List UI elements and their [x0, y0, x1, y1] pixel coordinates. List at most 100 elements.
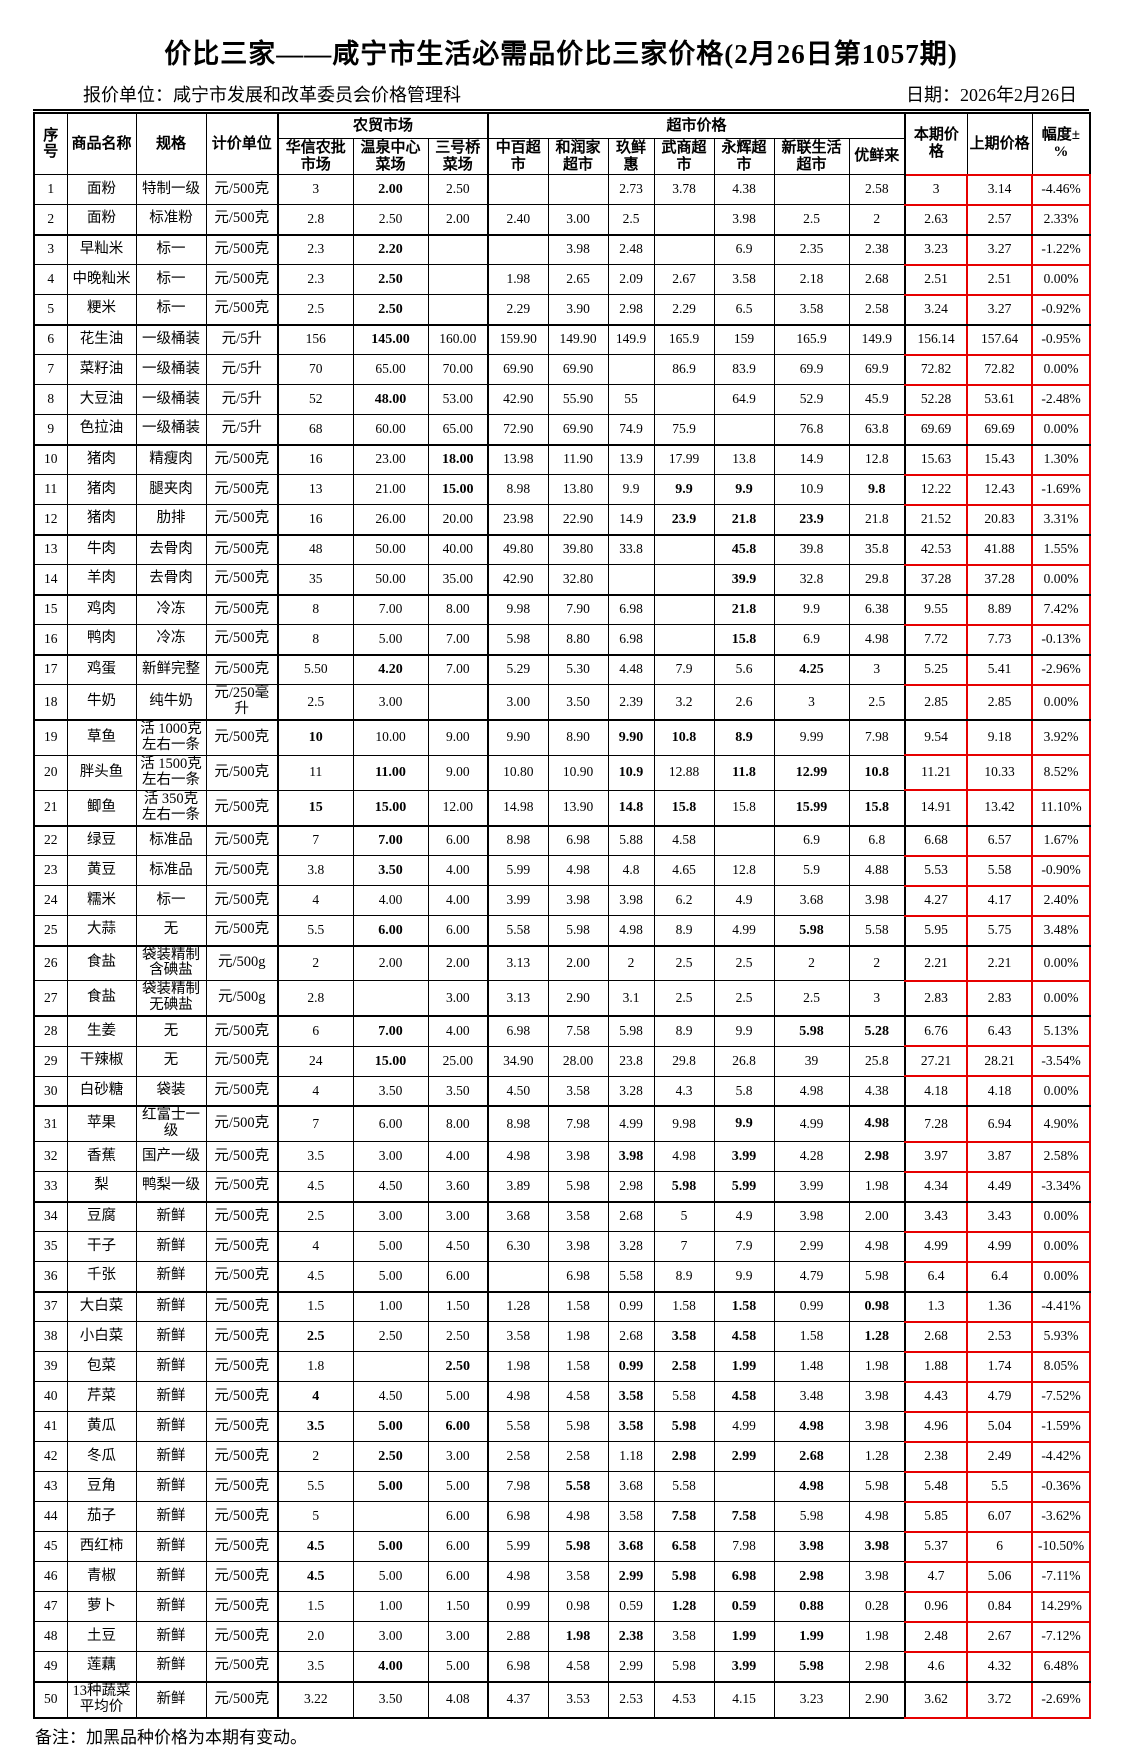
price-wushang: 9.9	[653, 474, 715, 505]
item-unit: 元/500克	[205, 1261, 279, 1293]
price-youxianlai: 5.58	[848, 915, 906, 947]
price-current: 4.18	[904, 1075, 969, 1108]
price-wenquan-market: 23.00	[352, 444, 429, 475]
price-xinlian: 3.99	[773, 1171, 850, 1203]
row-index: 7	[33, 354, 68, 385]
price-change-pct: 0.00%	[1031, 353, 1092, 386]
price-yonghui: 64.9	[713, 384, 775, 415]
price-wenquan-market: 7.00	[352, 594, 429, 625]
item-name: 小白菜	[66, 1321, 137, 1353]
price-youxianlai: 4.98	[848, 624, 906, 656]
price-youxianlai: 2.98	[848, 1651, 906, 1683]
price-huaxin-market: 5.5	[277, 915, 354, 947]
price-yonghui: 6.5	[713, 294, 775, 326]
price-wenquan-market: 2.00	[352, 174, 429, 205]
item-name: 鸡肉	[66, 594, 137, 625]
price-sanhaoqiao-market: 35.00	[427, 564, 489, 596]
price-wushang	[653, 624, 715, 656]
item-unit: 元/500克	[205, 294, 279, 326]
price-previous: 13.42	[966, 789, 1034, 827]
price-previous: 7.73	[966, 623, 1034, 656]
price-youxianlai: 1.98	[848, 1621, 906, 1653]
item-spec: 一级桶装	[135, 414, 207, 446]
price-herunjia: 2.00	[547, 944, 609, 982]
price-yonghui: 5.99	[713, 1171, 775, 1203]
item-spec: 新鲜	[135, 1381, 207, 1413]
price-wushang	[653, 534, 715, 565]
price-wushang	[653, 564, 715, 596]
price-herunjia: 11.90	[547, 444, 609, 475]
price-change-pct: -2.69%	[1031, 1680, 1092, 1719]
price-wushang: 3.58	[653, 1321, 715, 1353]
price-huaxin-market: 2.0	[277, 1621, 354, 1653]
price-sanhaoqiao-market	[427, 683, 489, 721]
item-spec: 一级桶装	[135, 354, 207, 385]
price-xinlian: 5.98	[773, 1015, 850, 1047]
item-unit: 元/500克	[205, 1201, 279, 1233]
price-zhongbai: 10.80	[487, 754, 549, 791]
quote-unit: 报价单位：咸宁市发展和改革委员会价格管理科	[83, 81, 461, 107]
table-row: 10 猪肉 精瘦肉 元/500克 16 23.00 18.00 13.98 11.90 13.9 1…	[33, 443, 1092, 476]
price-herunjia: 2.65	[547, 264, 609, 295]
price-wenquan-market: 6.00	[352, 915, 429, 947]
item-spec: 鸭梨一级	[135, 1171, 207, 1203]
price-wenquan-market: 4.50	[352, 1171, 429, 1203]
price-sanhaoqiao-market: 20.00	[427, 504, 489, 536]
price-current: 21.52	[904, 503, 969, 536]
price-jiuxianhui: 2.99	[607, 1651, 655, 1683]
price-herunjia: 13.80	[547, 474, 609, 505]
price-sanhaoqiao-market: 4.08	[427, 1681, 489, 1718]
price-yonghui	[713, 1471, 775, 1503]
price-current: 42.53	[904, 533, 969, 566]
item-name: 猪肉	[66, 504, 137, 536]
price-jiuxianhui: 2.38	[607, 1621, 655, 1653]
price-zhongbai: 69.90	[487, 354, 549, 385]
price-jiuxianhui: 10.9	[607, 754, 655, 791]
item-unit: 元/500克	[205, 1591, 279, 1623]
price-zhongbai: 4.98	[487, 1561, 549, 1593]
price-yonghui: 3.98	[713, 204, 775, 236]
price-jiuxianhui: 1.18	[607, 1441, 655, 1473]
price-jiuxianhui: 0.99	[607, 1291, 655, 1323]
price-huaxin-market: 24	[277, 1045, 354, 1077]
price-youxianlai: 1.98	[848, 1351, 906, 1383]
price-herunjia: 7.98	[547, 1105, 609, 1143]
item-spec: 袋装精制无碘盐	[135, 980, 207, 1018]
price-xinlian: 4.99	[773, 1105, 850, 1143]
price-zhongbai: 0.99	[487, 1591, 549, 1623]
price-zhongbai: 5.98	[487, 624, 549, 656]
row-index: 30	[33, 1075, 68, 1108]
header-super-herunjia: 和润家超市	[547, 138, 609, 175]
item-name: 生姜	[66, 1015, 137, 1047]
header-spec: 规格	[135, 112, 207, 175]
date-label: 日期：	[906, 85, 960, 105]
price-yonghui: 2.5	[713, 980, 775, 1018]
price-wushang: 3.58	[653, 1621, 715, 1653]
price-change-pct: 0.00%	[1031, 1075, 1092, 1108]
price-xinlian: 4.98	[773, 1411, 850, 1443]
price-previous: 1.36	[966, 1290, 1034, 1323]
table-row: 2 面粉 标准粉 元/500克 2.8 2.50 2.00 2.40 3.00 2.5 3.98 2.…	[33, 203, 1092, 236]
price-change-pct: -4.46%	[1031, 173, 1092, 206]
price-change-pct: 0.00%	[1031, 1200, 1092, 1233]
price-zhongbai: 1.28	[487, 1291, 549, 1323]
price-herunjia: 2.58	[547, 1441, 609, 1473]
price-change-pct: -3.62%	[1031, 1500, 1092, 1533]
item-unit: 元/500克	[205, 754, 279, 791]
price-zhongbai: 1.98	[487, 1351, 549, 1383]
price-wenquan-market: 21.00	[352, 474, 429, 505]
price-wushang: 9.98	[653, 1105, 715, 1143]
price-wenquan-market: 5.00	[352, 1261, 429, 1293]
price-current: 2.38	[904, 1440, 969, 1473]
table-row: 24 糯米 标一 元/500克 4 4.00 4.00 3.99 3.98 3.98 6.2 4.9 3…	[33, 884, 1092, 917]
price-jiuxianhui: 0.59	[607, 1591, 655, 1623]
row-index: 47	[33, 1591, 68, 1623]
price-herunjia	[547, 174, 609, 205]
table-row: 29 干辣椒无元/500克 24 15.00 25.00 34.90 28.00 23.8 29…	[33, 1045, 1092, 1078]
item-unit: 元/500克	[205, 855, 279, 886]
report-date: 日期：2026年2月26日	[906, 81, 1077, 107]
price-youxianlai: 6.8	[848, 825, 906, 856]
item-unit: 元/500克	[205, 1651, 279, 1683]
item-unit: 元/500克	[205, 1171, 279, 1203]
